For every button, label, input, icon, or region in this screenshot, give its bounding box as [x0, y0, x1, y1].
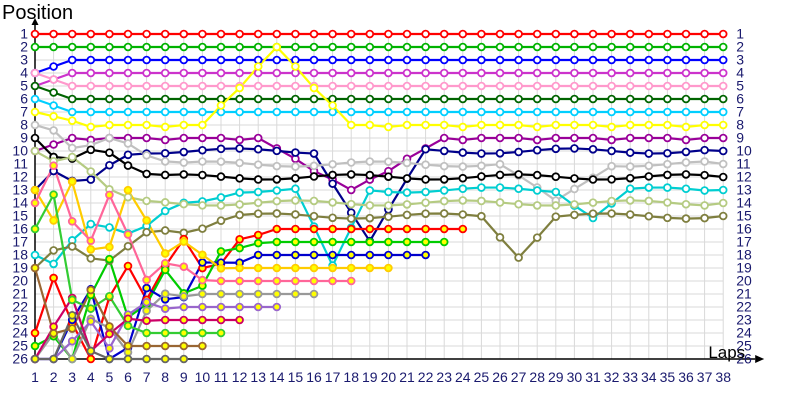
- svg-text:23: 23: [436, 369, 452, 385]
- svg-text:16: 16: [306, 369, 322, 385]
- svg-text:35: 35: [660, 369, 676, 385]
- svg-text:21: 21: [399, 369, 415, 385]
- svg-text:26: 26: [12, 351, 28, 367]
- svg-text:26: 26: [492, 369, 508, 385]
- svg-text:29: 29: [548, 369, 564, 385]
- svg-text:13: 13: [250, 369, 266, 385]
- svg-text:37: 37: [697, 369, 713, 385]
- svg-text:7: 7: [143, 369, 151, 385]
- svg-text:1: 1: [31, 369, 39, 385]
- svg-text:2: 2: [50, 369, 58, 385]
- svg-text:33: 33: [622, 369, 638, 385]
- svg-text:38: 38: [715, 369, 731, 385]
- svg-text:Position: Position: [2, 2, 73, 24]
- svg-text:11: 11: [214, 369, 229, 385]
- svg-text:6: 6: [124, 369, 132, 385]
- svg-text:31: 31: [585, 369, 601, 385]
- svg-text:32: 32: [604, 369, 620, 385]
- svg-text:4: 4: [87, 369, 95, 385]
- svg-text:12: 12: [232, 369, 248, 385]
- svg-text:5: 5: [106, 369, 114, 385]
- svg-text:27: 27: [511, 369, 527, 385]
- svg-text:10: 10: [195, 369, 211, 385]
- svg-text:25: 25: [474, 369, 490, 385]
- svg-text:24: 24: [455, 369, 471, 385]
- svg-text:20: 20: [381, 369, 397, 385]
- svg-text:Laps: Laps: [708, 343, 745, 362]
- svg-text:3: 3: [68, 369, 76, 385]
- svg-text:17: 17: [325, 369, 341, 385]
- svg-text:34: 34: [641, 369, 657, 385]
- svg-text:18: 18: [343, 369, 359, 385]
- svg-text:22: 22: [418, 369, 434, 385]
- svg-text:19: 19: [362, 369, 378, 385]
- svg-text:14: 14: [269, 369, 285, 385]
- svg-text:28: 28: [529, 369, 545, 385]
- svg-text:9: 9: [180, 369, 188, 385]
- svg-text:15: 15: [288, 369, 304, 385]
- svg-text:36: 36: [678, 369, 694, 385]
- svg-text:30: 30: [567, 369, 583, 385]
- svg-text:8: 8: [161, 369, 169, 385]
